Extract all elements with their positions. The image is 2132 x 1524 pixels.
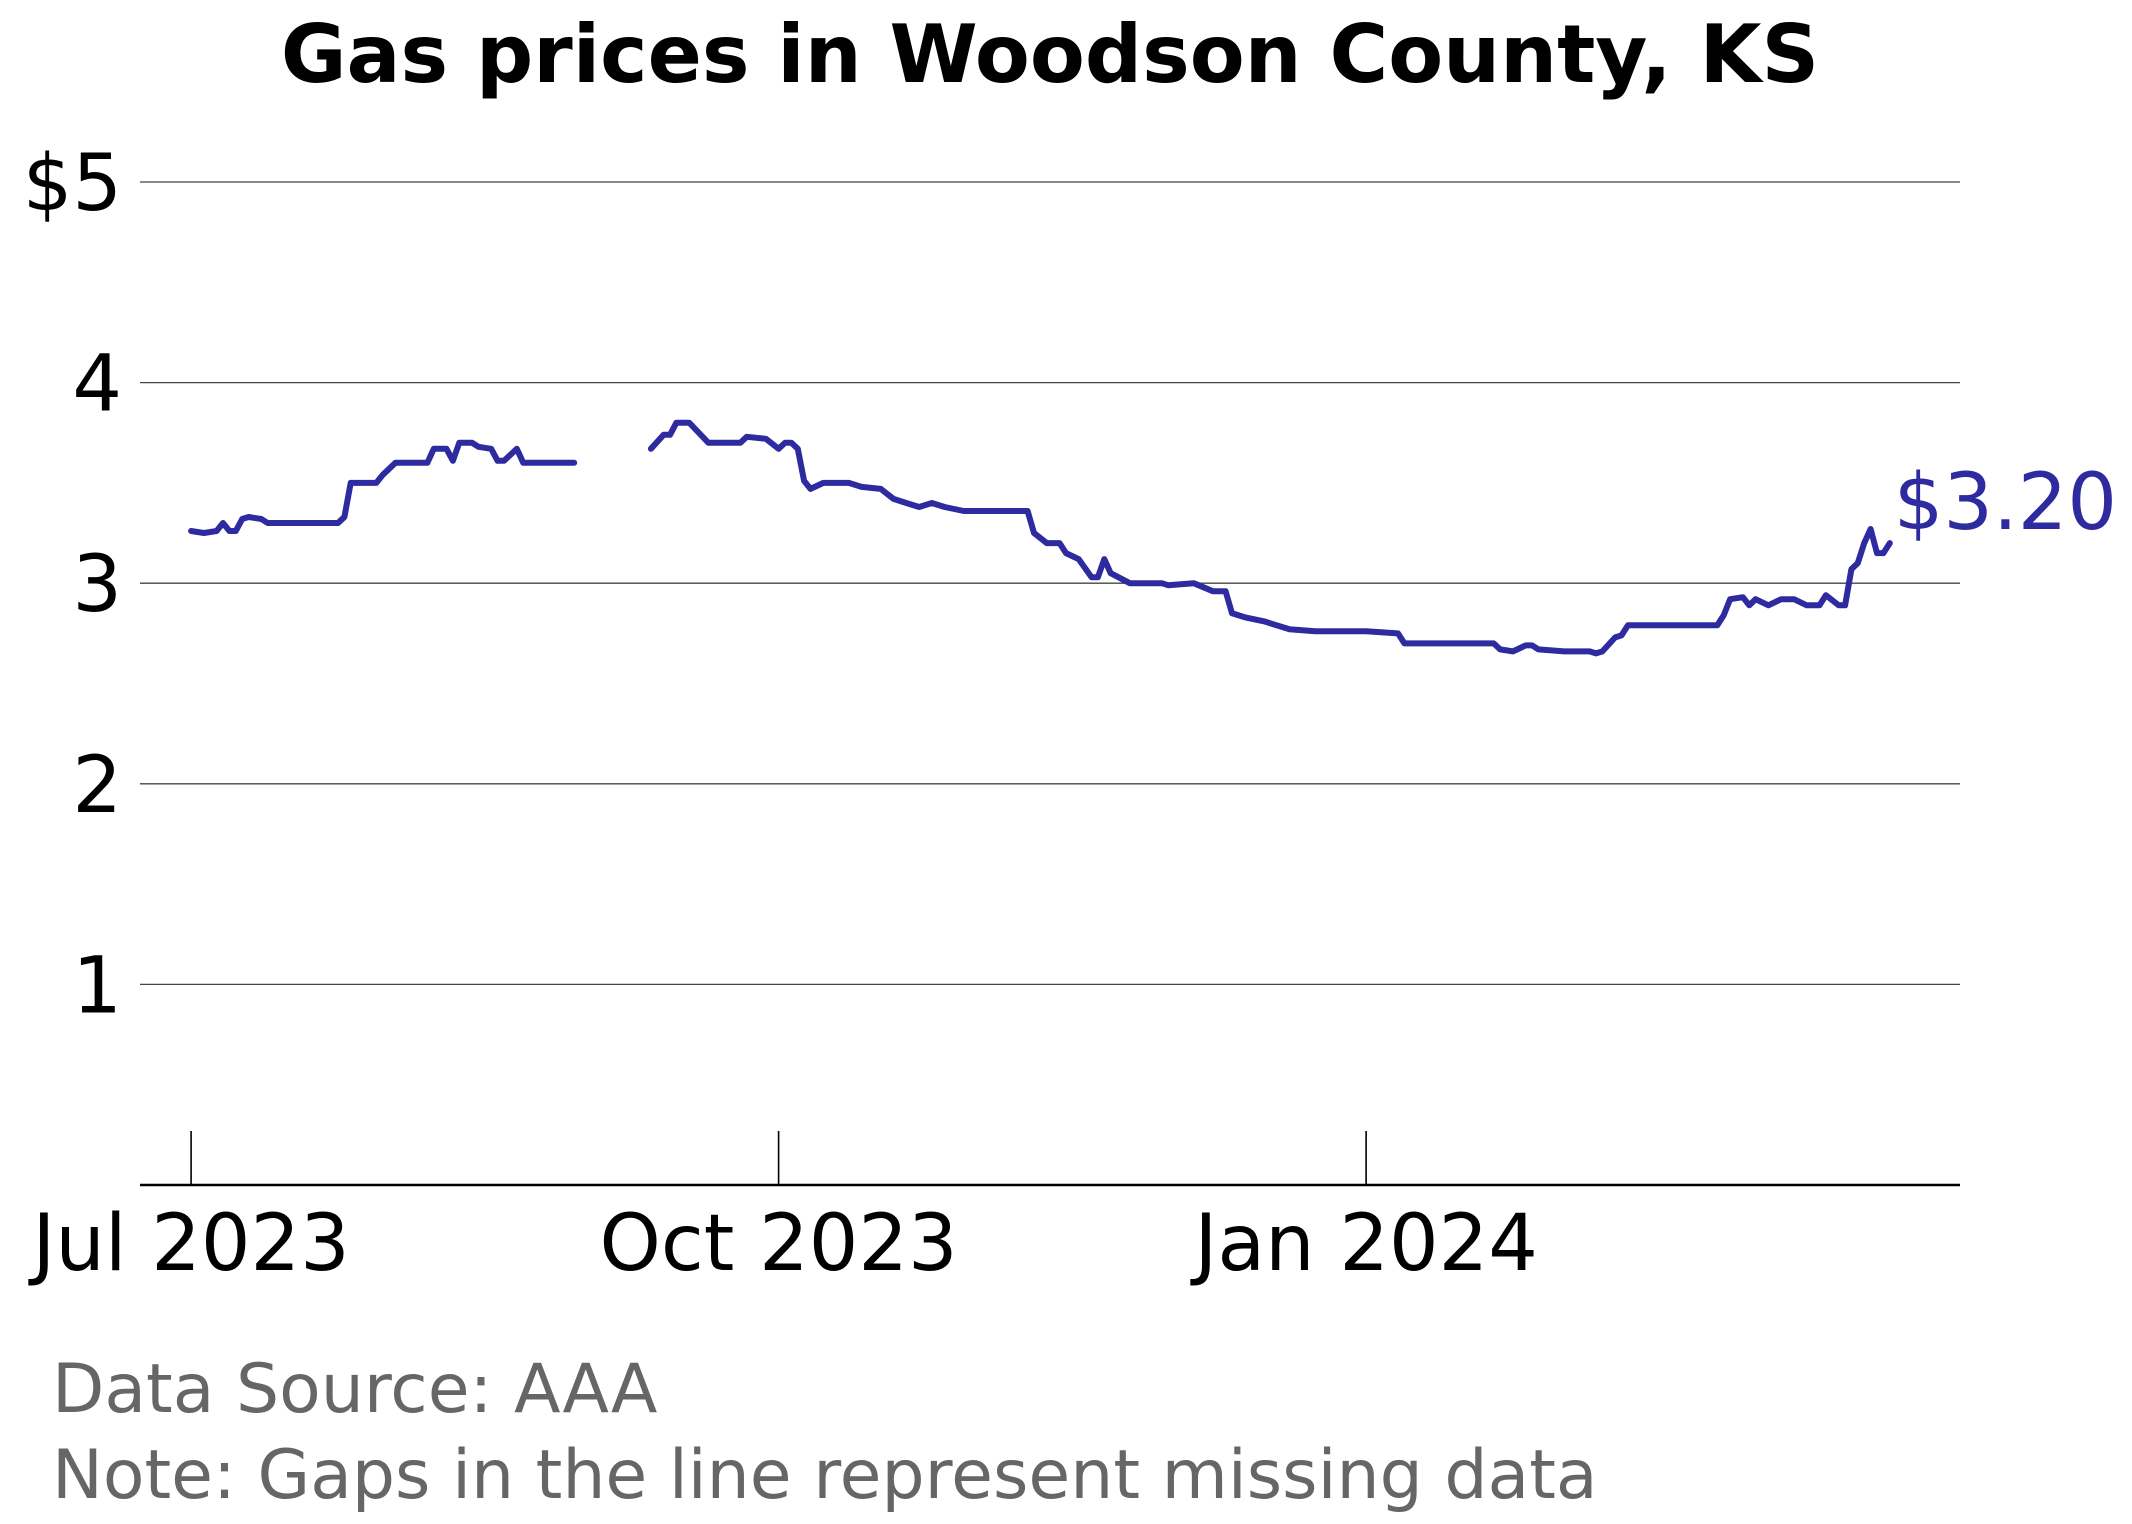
y-tick-label: $5	[23, 139, 122, 229]
series-group	[188, 419, 1893, 657]
x-tick-label: Oct 2023	[600, 1199, 958, 1289]
y-tick-label: 3	[72, 540, 122, 630]
data-source-note: Data Source: AAA	[52, 1350, 657, 1429]
missing-data-note: Note: Gaps in the line represent missing…	[52, 1436, 1598, 1515]
y-tick-label: 2	[72, 741, 122, 831]
price-line-segment	[647, 419, 1893, 657]
x-axis: Jul 2023 Oct 2023 Jan 2024	[27, 1131, 1960, 1289]
y-tick-label: 1	[72, 941, 122, 1031]
x-tick-label: Jan 2024	[1189, 1199, 1538, 1289]
x-tick-label: Jul 2023	[27, 1199, 349, 1289]
price-line-segment	[188, 439, 578, 536]
chart-title: Gas prices in Woodson County, KS	[281, 8, 1819, 101]
y-axis-ticks: 1 2 3 4 $5	[23, 139, 122, 1031]
end-value-label: $3.20	[1894, 458, 2117, 548]
y-tick-label: 4	[72, 340, 122, 430]
grid-lines	[140, 181, 1960, 986]
